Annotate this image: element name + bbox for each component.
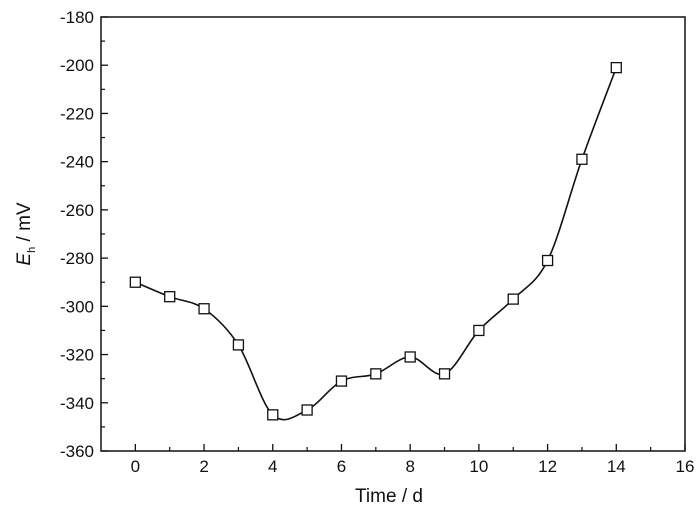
x-tick-label: 4 bbox=[268, 457, 277, 476]
data-markers bbox=[129, 61, 622, 421]
x-tick-label: 14 bbox=[607, 457, 626, 476]
data-point-marker bbox=[473, 324, 485, 337]
y-axis-subscript: h bbox=[26, 247, 38, 253]
plot-area: 0 2 4 6 8 10 12 14 16 -360 -340 -320 -300 -280 -260 -24… bbox=[60, 8, 694, 476]
y-tick-label: -300 bbox=[60, 297, 94, 316]
y-tick-label: -280 bbox=[60, 249, 94, 268]
y-tick-label: -360 bbox=[60, 442, 94, 461]
data-point-marker bbox=[404, 351, 416, 363]
plot-frame bbox=[100, 16, 686, 452]
y-axis-symbol: E bbox=[14, 253, 35, 266]
data-point-marker bbox=[335, 375, 348, 387]
series-line bbox=[135, 67, 618, 421]
y-tick-label: -180 bbox=[60, 8, 94, 27]
x-tick-label: 8 bbox=[405, 457, 414, 476]
x-tick-label: 12 bbox=[538, 457, 557, 476]
data-point-marker bbox=[198, 303, 210, 315]
data-point-marker bbox=[370, 368, 382, 380]
x-tick-label: 16 bbox=[676, 457, 695, 476]
data-point-marker bbox=[301, 404, 313, 416]
y-tick-label: -320 bbox=[60, 346, 94, 365]
data-point-marker bbox=[164, 291, 176, 303]
tick-labels: 0 2 4 6 8 10 12 14 16 -360 -340 -320 -300 -280 -260 -24… bbox=[60, 8, 694, 476]
axis-ticks bbox=[101, 16, 686, 452]
data-point-marker bbox=[541, 254, 554, 267]
fit-curve-layer bbox=[135, 67, 618, 421]
data-point-marker bbox=[610, 61, 622, 74]
y-axis-title: Eh / mV bbox=[14, 202, 38, 265]
y-tick-label: -340 bbox=[60, 394, 94, 413]
x-tick-label: 10 bbox=[469, 457, 488, 476]
data-point-marker bbox=[507, 293, 519, 305]
y-tick-label: -240 bbox=[60, 153, 94, 172]
x-tick-label: 0 bbox=[131, 457, 140, 476]
data-point-marker bbox=[129, 276, 142, 288]
y-tick-label: -260 bbox=[60, 201, 94, 220]
x-tick-label: 6 bbox=[337, 457, 346, 476]
x-tick-label: 2 bbox=[199, 457, 208, 476]
data-point-marker bbox=[576, 153, 588, 165]
data-point-marker bbox=[267, 409, 279, 421]
y-tick-label: -220 bbox=[60, 104, 94, 123]
y-tick-label: -200 bbox=[60, 56, 94, 75]
data-point-marker bbox=[438, 368, 451, 380]
data-point-marker bbox=[232, 339, 245, 351]
x-axis-title: Time / d bbox=[355, 486, 423, 507]
y-axis-unit: / mV bbox=[14, 202, 35, 247]
